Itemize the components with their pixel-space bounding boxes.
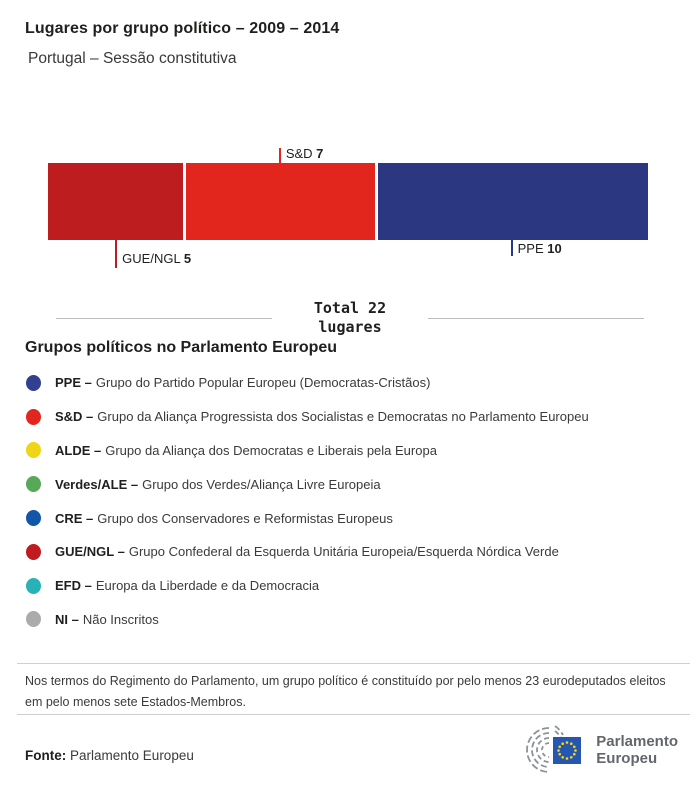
legend-item-text: NI – Não Inscritos — [55, 611, 159, 627]
stacked-bar — [48, 163, 648, 240]
bar-segment-gue-ngl — [48, 163, 183, 240]
footnote-rule-top — [17, 663, 690, 664]
total-seats-label: Total 22 lugares — [272, 299, 428, 337]
legend-item-text: S&D – Grupo da Aliança Progressista dos S… — [55, 409, 589, 425]
legend-item-text: Verdes/ALE – Grupo dos Verdes/Aliança Liv… — [55, 476, 381, 492]
divider-line-left — [56, 317, 272, 319]
source-label: Fonte: — [25, 748, 67, 763]
source-line: Fonte: Parlamento Europeu — [25, 748, 194, 763]
bar-segment-ppe — [378, 163, 648, 240]
legend-item-text: PPE – Grupo do Partido Popular Europeu (D… — [55, 375, 431, 391]
callout-tick — [278, 148, 281, 163]
legend-heading: Grupos políticos no Parlamento Europeu — [25, 339, 338, 356]
legend-item-s-d: S&D – Grupo da Aliança Progressista dos S… — [26, 400, 682, 434]
legend-color-dot — [26, 408, 41, 425]
callout-label: PPE 10 — [517, 241, 562, 256]
logo-line1: Parlamento — [596, 733, 678, 750]
bar-segment-s-d — [186, 163, 375, 240]
legend-list: PPE – Grupo do Partido Popular Europeu (D… — [26, 366, 682, 636]
callout-label: S&D 7 — [285, 146, 324, 161]
legend-color-dot — [26, 476, 41, 493]
legend-color-dot — [26, 374, 41, 391]
legend-item-text: ALDE – Grupo da Aliança dos Democratas e … — [55, 442, 437, 458]
legend-color-dot — [26, 577, 41, 594]
legend-item-cre: CRE – Grupo dos Conservadores e Reformist… — [26, 501, 682, 535]
legend-item-alde: ALDE – Grupo da Aliança dos Democratas e … — [26, 434, 682, 468]
legend-color-dot — [26, 543, 41, 560]
legend-item-text: EFD – Europa da Liberdade e da Democracia — [55, 578, 320, 594]
legend-color-dot — [26, 510, 41, 527]
european-parliament-logo: Parlamento Europeu — [509, 722, 678, 778]
footnote: Nos termos do Regimento do Parlamento, u… — [25, 674, 666, 709]
legend-item-gue-ngl: GUE/NGL – Grupo Confederal da Esquerda Un… — [26, 535, 682, 569]
parliament-hemicycle-icon — [526, 725, 582, 773]
legend-item-ppe: PPE – Grupo do Partido Popular Europeu (D… — [26, 366, 682, 400]
total-seats-line1: Total 22 — [313, 299, 387, 317]
callout-tick — [510, 240, 513, 256]
legend-item-verdes-ale: Verdes/ALE – Grupo dos Verdes/Aliança Liv… — [26, 467, 682, 501]
page-title: Lugares por grupo político – 2009 – 2014 — [25, 20, 340, 37]
legend-item-text: CRE – Grupo dos Conservadores e Reformist… — [55, 510, 393, 526]
logo-wordmark: Parlamento Europeu — [596, 733, 678, 767]
eu-flag-stars — [557, 741, 578, 760]
seats-stacked-bar-chart: GUE/NGL 5 S&D 7 PPE 10 — [48, 146, 648, 278]
footnote-rule-bottom — [17, 714, 690, 715]
page-subtitle: Portugal – Sessão constitutiva — [28, 50, 237, 67]
callout-label: GUE/NGL 5 — [122, 251, 192, 266]
source-value: Parlamento Europeu — [70, 748, 194, 763]
legend-color-dot — [26, 442, 41, 459]
legend-item-efd: EFD – Europa da Liberdade e da Democracia — [26, 569, 682, 603]
legend-color-dot — [26, 611, 41, 628]
divider-line-right — [428, 317, 644, 319]
logo-line2: Europeu — [596, 750, 658, 767]
callout-tick — [115, 240, 118, 268]
legend-item-text: GUE/NGL – Grupo Confederal da Esquerda Un… — [55, 544, 559, 560]
total-seats-line2: lugares — [318, 318, 382, 336]
total-divider: Total 22 lugares — [56, 297, 644, 339]
legend-item-ni: NI – Não Inscritos — [26, 603, 682, 637]
